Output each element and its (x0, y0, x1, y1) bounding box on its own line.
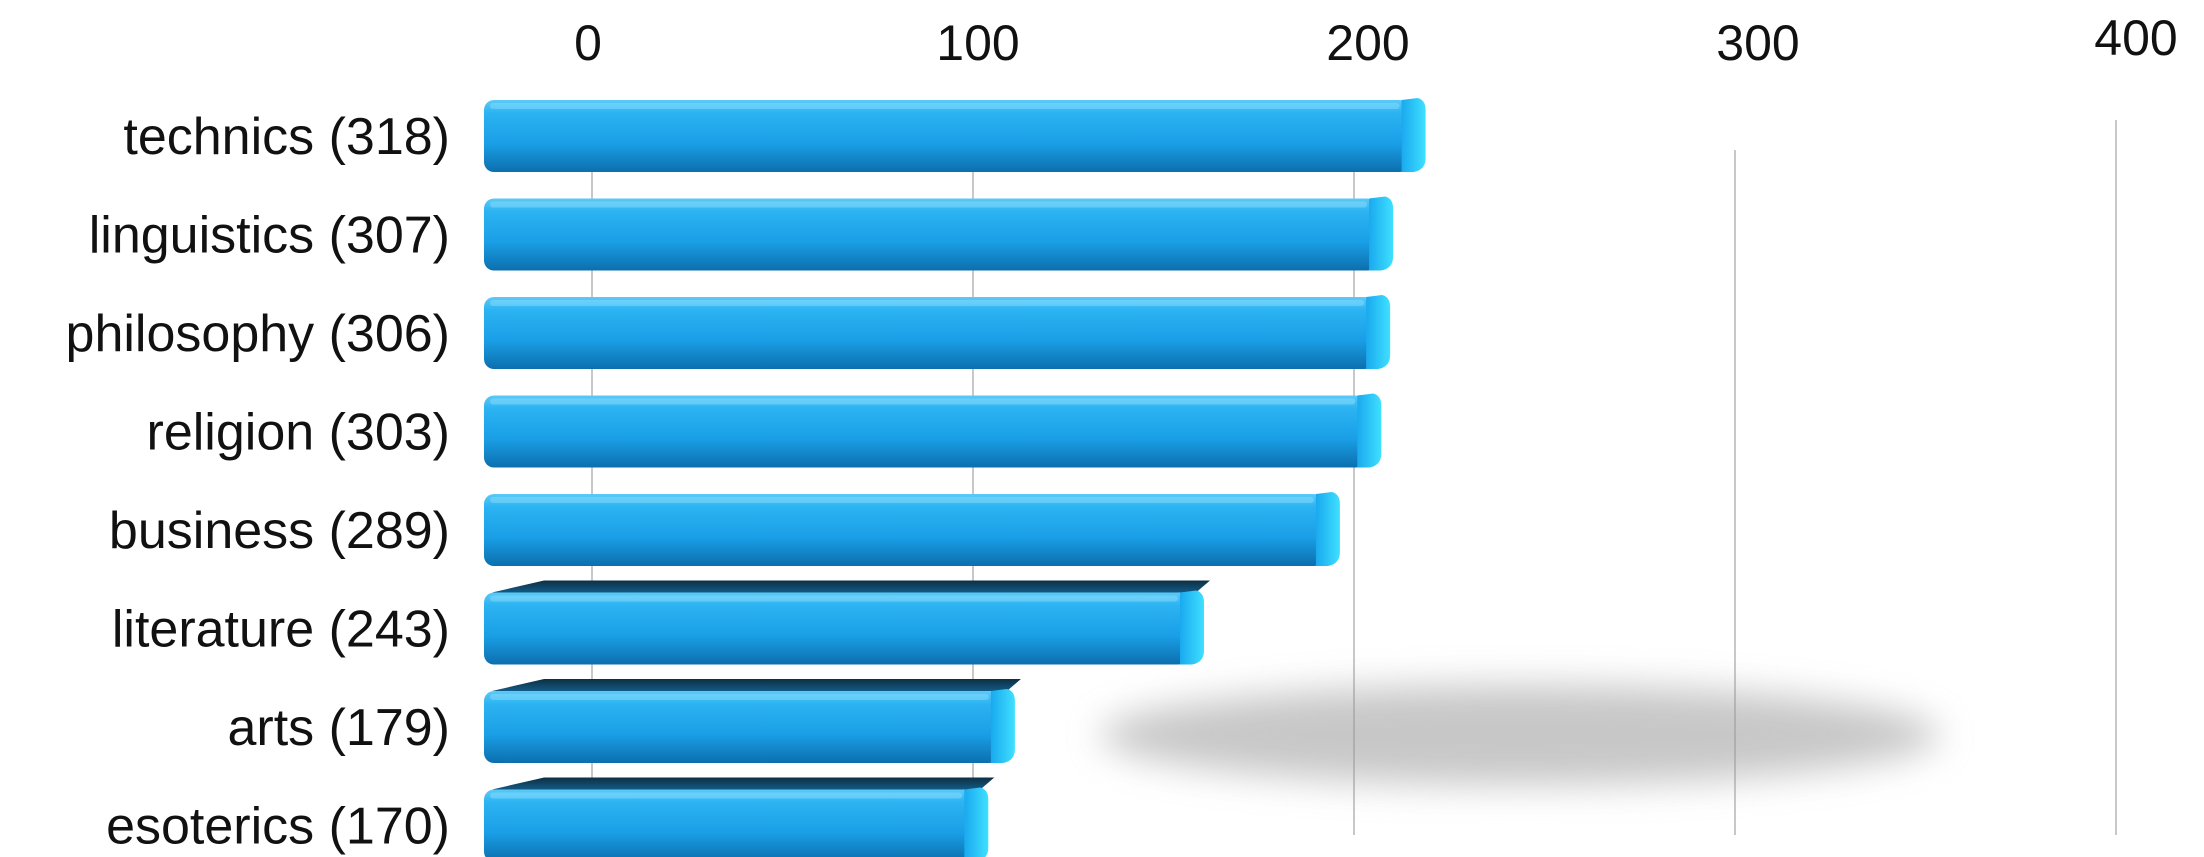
category-label: business (289) (109, 502, 450, 560)
category-label: literature (243) (112, 601, 450, 659)
x-axis-ticks: 0 100 200 300 400 (574, 10, 2178, 71)
x-tick-label: 100 (936, 15, 1019, 71)
bar-face (484, 297, 1375, 369)
category-label: esoterics (170) (106, 798, 450, 856)
category-label: arts (179) (227, 699, 450, 757)
bar-face (484, 789, 973, 857)
bar (484, 98, 1426, 172)
category-label: philosophy (306) (66, 305, 450, 363)
category-labels: technics (318) linguistics (307) philosoph… (66, 108, 450, 856)
floor-shadow (1100, 685, 1940, 785)
x-tick-label: 400 (2094, 10, 2177, 66)
bar (484, 679, 1021, 763)
bar-face (484, 100, 1410, 172)
bar (484, 580, 1210, 665)
bar (484, 295, 1391, 369)
category-label: religion (303) (147, 404, 451, 462)
category-label: linguistics (307) (89, 207, 450, 265)
x-tick-label: 300 (1716, 15, 1799, 71)
bar-face (484, 395, 1366, 468)
bar (484, 393, 1382, 468)
bar (484, 196, 1394, 271)
x-tick-label: 0 (574, 15, 602, 71)
x-tick-label: 200 (1326, 15, 1409, 71)
bar (484, 777, 995, 857)
category-label: technics (318) (123, 108, 450, 166)
bars (484, 98, 1426, 857)
bar-face (484, 494, 1324, 566)
bar (484, 492, 1340, 566)
bar-face (484, 198, 1378, 271)
bar-face (484, 592, 1188, 665)
bar-face (484, 691, 999, 763)
